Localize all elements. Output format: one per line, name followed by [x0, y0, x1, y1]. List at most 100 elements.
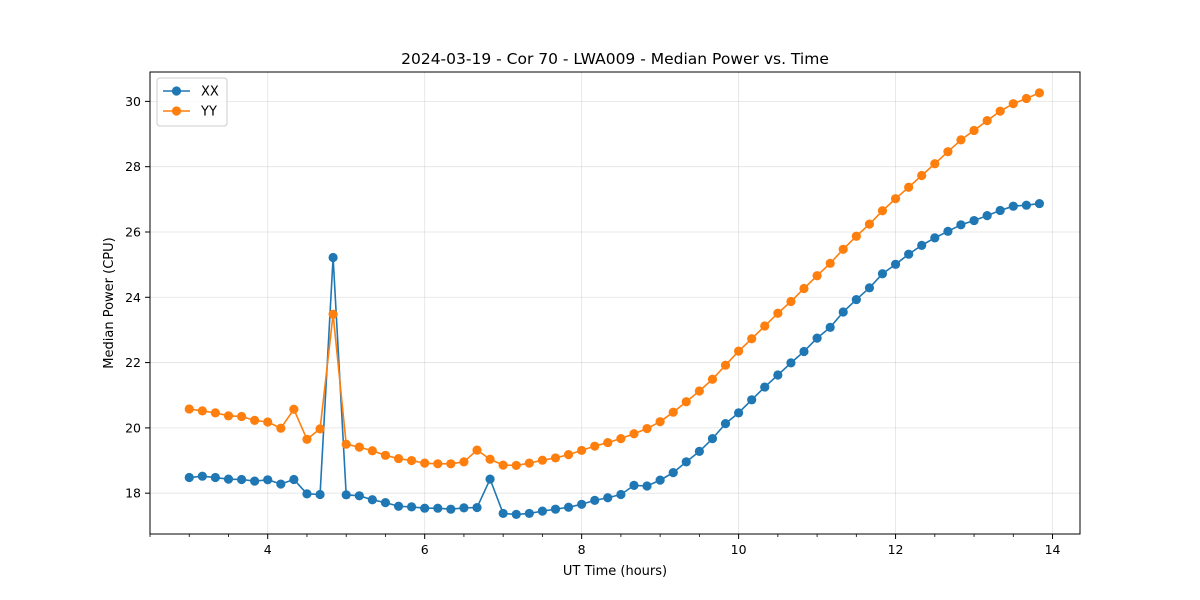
series-yy-point: [420, 458, 430, 468]
series-xx-point: [760, 382, 770, 392]
series-xx-point: [603, 493, 613, 503]
series-yy-point: [472, 445, 482, 455]
y-axis: 18 20 22 24 26 28 30: [125, 94, 150, 501]
series-yy-point: [1034, 88, 1045, 98]
series-xx-point: [720, 419, 731, 429]
y-tick-label: 28: [125, 159, 141, 174]
series-xx-point: [747, 395, 757, 405]
series-xx-point: [498, 508, 508, 519]
series-yy-point: [498, 460, 508, 470]
series-xx-point: [511, 509, 521, 520]
series-yy-point: [341, 439, 351, 449]
series-xx-point: [550, 504, 561, 514]
series-xx-point: [393, 501, 404, 511]
series-xx-point: [655, 475, 665, 485]
series-yy-point: [328, 309, 338, 319]
series-yy-point: [263, 417, 273, 427]
series-xx-point: [786, 358, 796, 368]
series-yy-point: [655, 417, 665, 427]
series-xx-point: [328, 252, 338, 263]
series-xx-point: [995, 205, 1005, 216]
y-axis-label: Median Power (CPU): [102, 237, 117, 368]
series-xx-point: [681, 457, 691, 467]
series-yy-point: [786, 296, 796, 307]
series-yy-point: [1008, 99, 1018, 109]
x-tick-label: 6: [421, 542, 429, 557]
series-yy-point: [459, 457, 469, 467]
series-xx-point: [930, 233, 940, 243]
series-xx-point: [537, 506, 548, 516]
series-xx-point: [289, 474, 299, 485]
series-yy-point: [354, 442, 364, 452]
series-xx-point: [825, 322, 835, 332]
series-yy-point: [184, 404, 194, 414]
series-xx-point: [276, 479, 286, 489]
series-xx-point: [812, 333, 822, 343]
series-yy-point: [537, 455, 548, 465]
series-xx-point: [563, 502, 574, 512]
series-yy-point: [223, 411, 234, 421]
series-yy-point: [485, 454, 495, 464]
series-yy-point: [315, 424, 325, 434]
series-xx-point: [668, 468, 678, 478]
series-yy-point: [720, 360, 731, 370]
y-tick-label: 30: [125, 94, 141, 109]
series-xx-point: [943, 226, 953, 236]
series-yy-point: [380, 450, 391, 460]
series-yy-point: [747, 334, 757, 344]
series-yy-point: [851, 231, 861, 241]
series-yy-point: [956, 135, 966, 145]
series-yy-point: [995, 106, 1005, 116]
series-yy-point: [550, 453, 561, 463]
legend-yy-label: YY: [200, 105, 217, 120]
series-xx-point: [236, 474, 247, 485]
series-xx-point: [485, 474, 495, 484]
series-yy-point: [289, 404, 299, 414]
series-xx-point: [406, 502, 417, 512]
y-tick-label: 20: [125, 420, 141, 435]
series-xx-point: [250, 476, 260, 486]
series-xx-point: [642, 481, 652, 491]
series-xx-point: [734, 408, 744, 418]
plot-frame: [149, 71, 1081, 535]
series-xx-point: [459, 503, 469, 513]
series-xx-point: [472, 502, 482, 513]
series-xx-point: [864, 283, 875, 293]
series-xx-point: [694, 446, 704, 456]
series-xx-point: [877, 269, 888, 279]
series-yy-point: [825, 258, 835, 268]
grid: [150, 72, 1080, 534]
series-xx-point: [223, 474, 234, 484]
series-xx-point: [524, 508, 534, 519]
series-yy-point: [642, 423, 652, 434]
series-xx-point: [210, 472, 220, 483]
y-tick-label: 24: [125, 290, 141, 305]
series-yy-point: [734, 346, 744, 356]
series-yy-point: [197, 406, 207, 416]
series-xx-point: [629, 480, 639, 490]
series-yy-point: [917, 170, 927, 181]
series-yy-point: [433, 459, 443, 469]
series-yy-point: [812, 271, 822, 281]
series-yy-point: [393, 453, 404, 464]
chart-title: 2024-03-19 - Cor 70 - LWA009 - Median Po…: [401, 50, 829, 68]
legend: XX YY: [156, 77, 228, 127]
series-xx-point: [982, 211, 992, 221]
series-yy-point: [969, 125, 979, 136]
y-tick-label: 26: [125, 224, 141, 239]
legend-yy-marker: [171, 106, 182, 116]
series-xx-point: [354, 491, 364, 501]
series-xx-point: [851, 294, 861, 305]
series-xx-point: [1008, 201, 1018, 211]
plot-area: [150, 72, 1080, 534]
series-yy-point: [563, 450, 574, 460]
series-yy-point: [668, 407, 678, 417]
series-xx-point: [799, 346, 809, 357]
series-xx-point: [302, 489, 312, 499]
series-yy-point: [367, 446, 377, 456]
x-tick-label: 10: [731, 542, 747, 557]
series-yy-point: [276, 423, 286, 433]
series-yy-point: [511, 460, 521, 471]
series-xx-point: [420, 503, 430, 513]
series-yy-point: [577, 445, 587, 456]
